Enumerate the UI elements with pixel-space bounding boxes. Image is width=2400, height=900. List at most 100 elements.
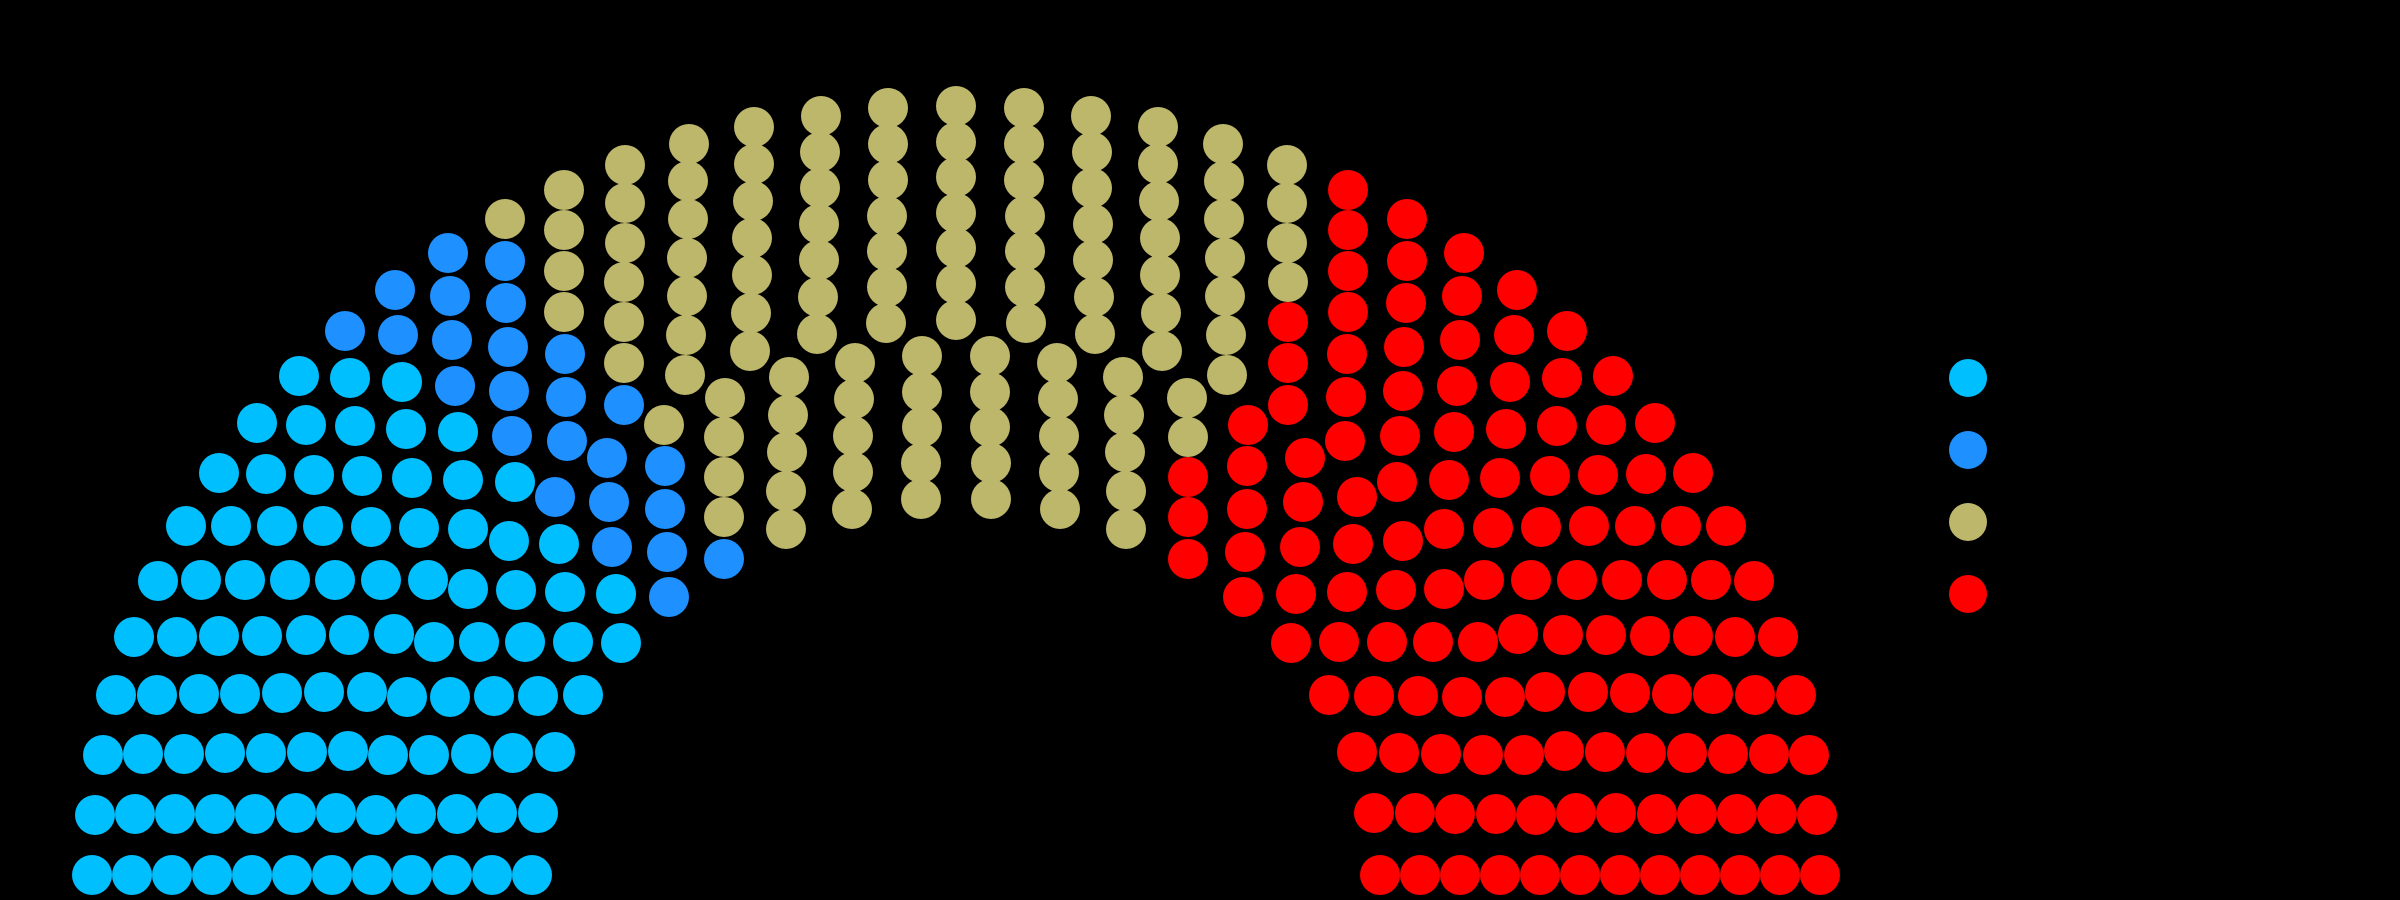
- seat-dot: [901, 371, 942, 412]
- seat-dot: [1498, 614, 1539, 655]
- seat-dot: [1326, 571, 1367, 612]
- seat-dot: [1524, 671, 1565, 712]
- seat-dot: [1715, 616, 1756, 657]
- seat-dot: [1385, 283, 1426, 324]
- seat-dot: [1546, 311, 1587, 352]
- seat-dot: [667, 199, 708, 240]
- seat-dot: [867, 195, 908, 236]
- seat-dot: [1140, 255, 1181, 296]
- seat-dot: [1037, 343, 1078, 384]
- seat-dot: [1521, 506, 1562, 547]
- seat-dot: [1585, 732, 1626, 773]
- seat-dot: [1004, 124, 1045, 165]
- seat-dot: [232, 855, 272, 895]
- seat-dot: [1167, 456, 1208, 497]
- seat-dot: [386, 408, 427, 449]
- seat-dot: [325, 311, 366, 352]
- seat-dot: [733, 181, 774, 221]
- seat-dot: [1480, 457, 1521, 498]
- seat-dot: [195, 793, 236, 834]
- seat-dot: [82, 734, 123, 775]
- seat-dot: [1139, 218, 1180, 259]
- seat-dot: [1104, 432, 1145, 473]
- seat-dot: [1672, 616, 1713, 657]
- seat-dot: [1440, 855, 1480, 895]
- seat-dot: [442, 459, 483, 500]
- seat-dot: [587, 438, 628, 479]
- seat-dot: [936, 121, 976, 162]
- seat-dot: [766, 470, 807, 511]
- seat-dot: [734, 107, 775, 148]
- seat-dot: [1266, 183, 1307, 224]
- seat-dot: [1138, 181, 1179, 221]
- seat-dot: [1267, 262, 1308, 303]
- seat-dot: [484, 199, 525, 240]
- seat-dot: [242, 615, 283, 656]
- seat-dot: [1167, 416, 1208, 457]
- seat-dot: [1776, 675, 1817, 716]
- seat-dot: [1072, 167, 1113, 208]
- seat-dot: [1328, 210, 1369, 251]
- seat-dot: [245, 732, 286, 773]
- seat-dot: [1439, 320, 1480, 361]
- seat-dot: [1586, 615, 1627, 656]
- seat-dot: [544, 334, 585, 375]
- seat-dot: [543, 169, 584, 210]
- seat-dot: [246, 453, 287, 494]
- seat-dot: [199, 616, 240, 657]
- seat-dot: [1462, 734, 1503, 775]
- seat-dot: [448, 569, 489, 610]
- seat-dot: [492, 733, 533, 774]
- seat-dot: [1326, 376, 1367, 417]
- seat-dot: [704, 416, 745, 457]
- seat-dot: [704, 456, 745, 497]
- seat-dot: [1693, 674, 1734, 715]
- seat-dot: [1484, 677, 1525, 718]
- seat-dot: [1560, 855, 1600, 895]
- seat-dot: [1204, 237, 1245, 278]
- seat-dot: [486, 283, 527, 324]
- seat-dot: [1596, 793, 1637, 834]
- seat-dot: [971, 478, 1011, 519]
- seat-dot: [936, 228, 976, 269]
- seat-dot: [1168, 497, 1208, 538]
- seat-dot: [1039, 452, 1080, 493]
- seat-dot: [1520, 855, 1560, 895]
- seat-dot: [1760, 855, 1800, 895]
- seat-dot: [867, 124, 908, 165]
- seat-dot: [1433, 411, 1474, 452]
- seat-dot: [1544, 731, 1585, 772]
- seat-dot: [347, 671, 388, 712]
- seat-dot: [665, 354, 706, 395]
- seat-dot: [1757, 617, 1798, 658]
- seat-dot: [1429, 459, 1470, 500]
- seat-dot: [604, 343, 644, 384]
- seat-dot: [450, 733, 491, 774]
- seat-dot: [798, 240, 839, 281]
- seat-dot: [545, 571, 586, 612]
- seat-dot: [1651, 673, 1692, 714]
- seat-dot: [1141, 292, 1182, 333]
- seat-dot: [429, 276, 470, 317]
- seat-dot: [312, 855, 352, 895]
- seat-dot: [1106, 509, 1147, 550]
- seat-dot: [1734, 674, 1775, 715]
- seat-dot: [1634, 403, 1675, 444]
- seat-dot: [1382, 370, 1423, 411]
- seat-dot: [1660, 505, 1701, 546]
- seat-dot: [902, 336, 943, 377]
- seat-dot: [834, 343, 875, 384]
- seat-dot: [1423, 508, 1464, 549]
- seat-dot: [1226, 488, 1267, 529]
- seat-dot: [1227, 446, 1268, 487]
- seat-dot: [936, 157, 976, 198]
- seat-dot: [539, 523, 580, 564]
- seat-dot: [563, 675, 604, 716]
- seat-dot: [1319, 622, 1360, 663]
- seat-dot: [387, 677, 428, 718]
- seat-dot: [799, 204, 840, 245]
- seat-dot: [1328, 250, 1368, 291]
- seat-dot: [114, 794, 155, 835]
- seat-dot: [1435, 793, 1476, 834]
- seat-dot: [900, 478, 941, 519]
